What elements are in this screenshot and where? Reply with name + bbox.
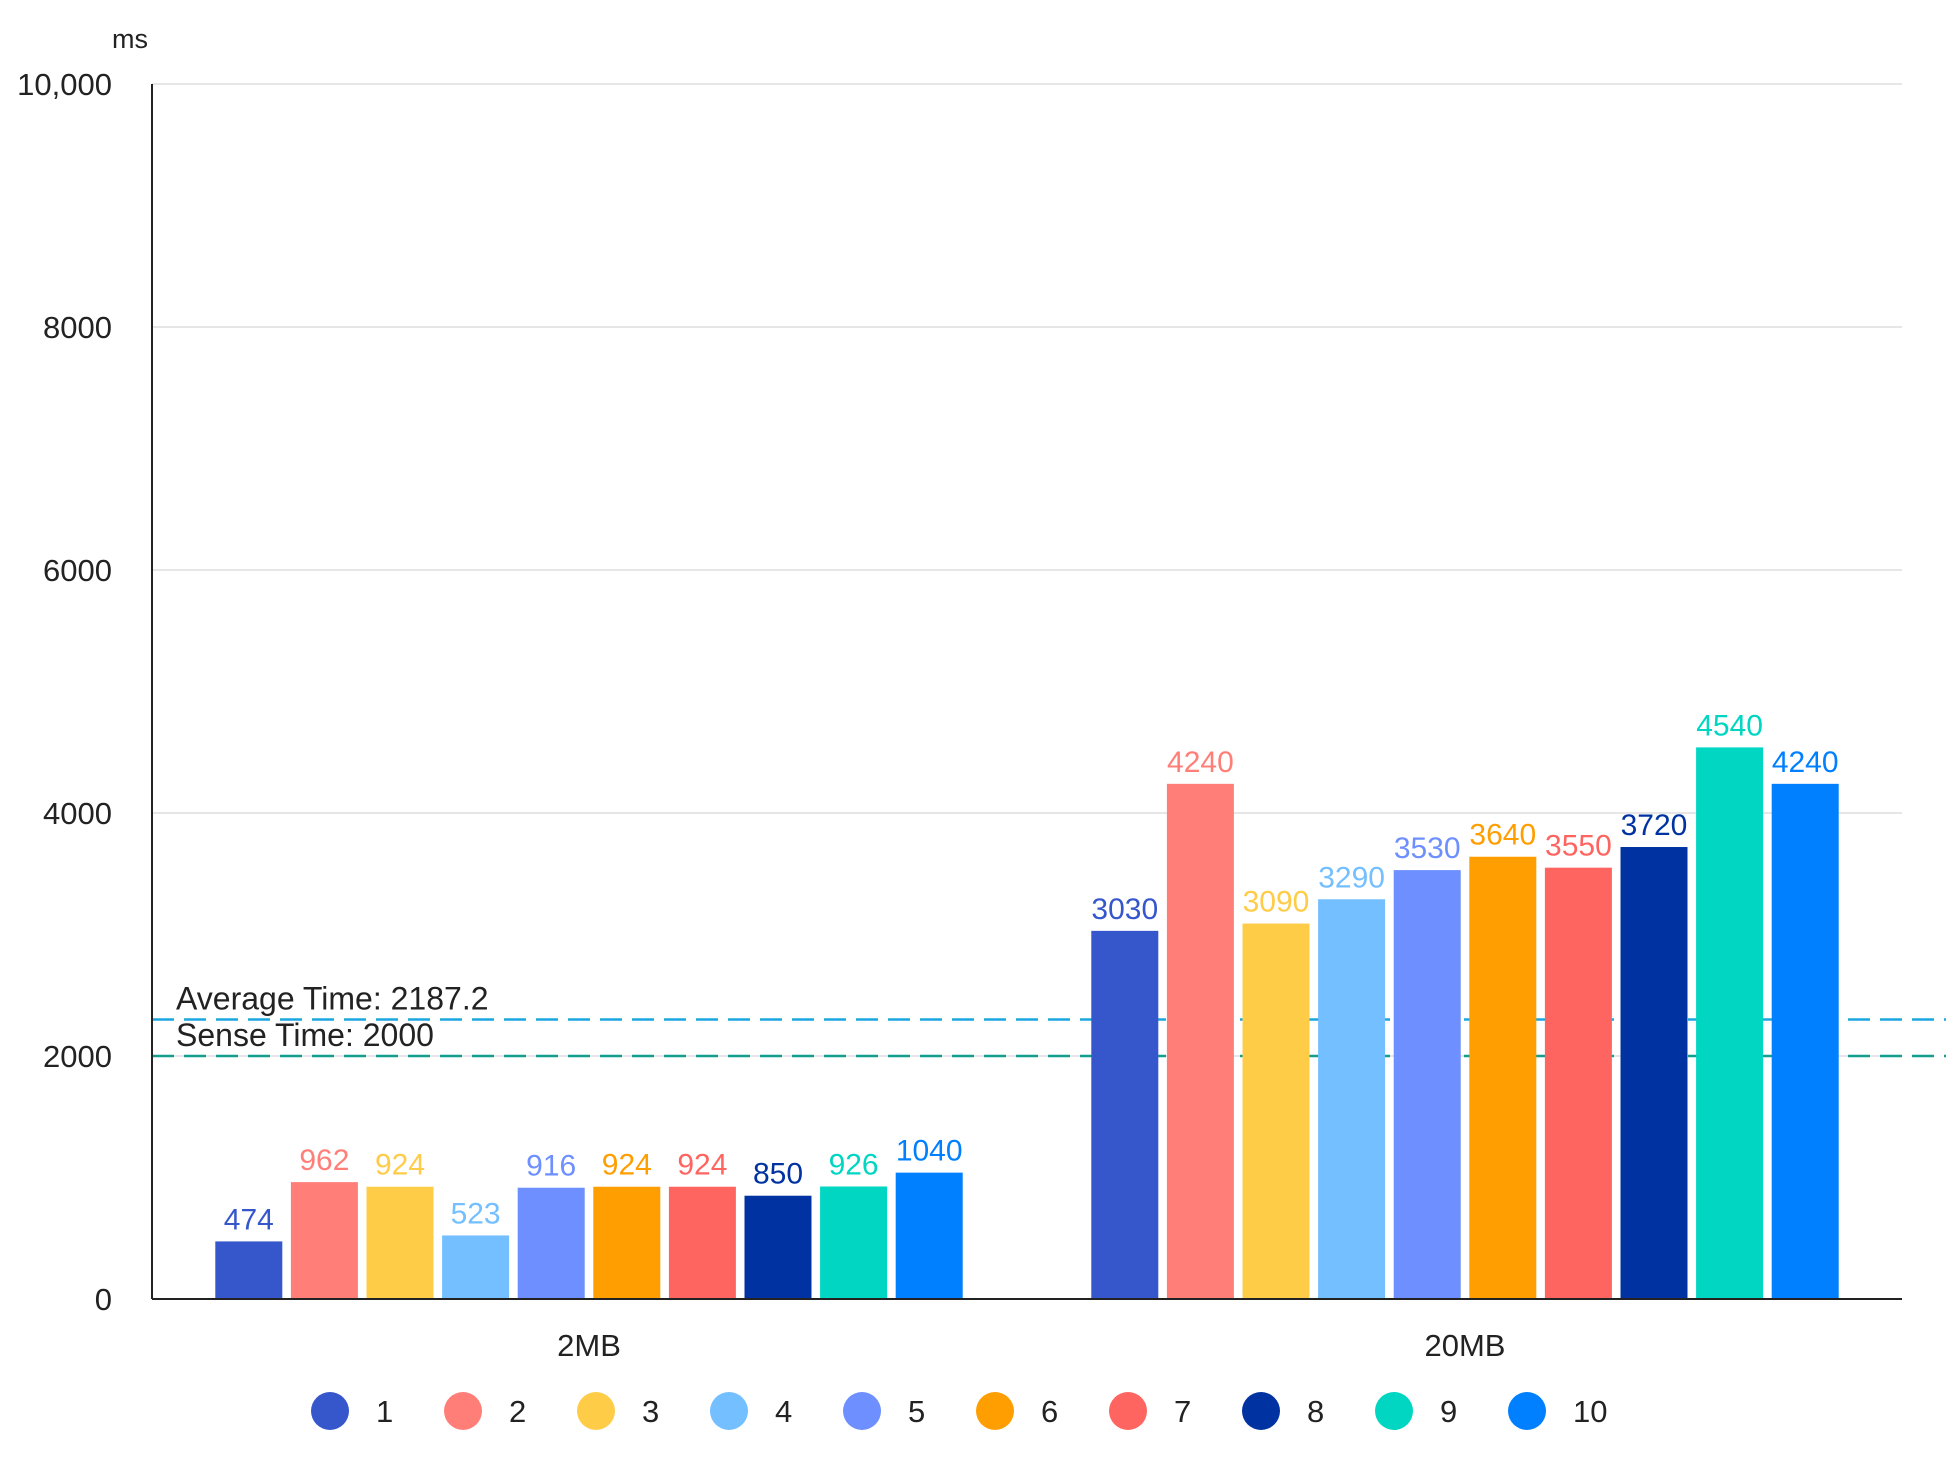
bar-20MB-series-6 — [1469, 856, 1537, 1299]
bar-2MB-series-9 — [820, 1186, 888, 1299]
legend-label: 4 — [775, 1394, 792, 1429]
value-label-20MB-series-9: 4540 — [1696, 709, 1763, 742]
value-label-20MB-series-5: 3530 — [1394, 832, 1461, 865]
legend-swatch-5 — [843, 1392, 881, 1430]
bar-20MB-series-5 — [1393, 870, 1461, 1299]
value-label-20MB-series-2: 4240 — [1167, 746, 1234, 779]
legend-label: 7 — [1174, 1394, 1191, 1429]
legend-swatch-9 — [1375, 1392, 1413, 1430]
value-label-20MB-series-10: 4240 — [1772, 746, 1839, 779]
bar-20MB-series-7 — [1544, 867, 1612, 1299]
value-label-2MB-series-9: 926 — [829, 1148, 879, 1181]
value-label-2MB-series-2: 962 — [299, 1144, 349, 1177]
x-category-labels: 2MB 20MB — [557, 1328, 1505, 1363]
y-tick-label: 10,000 — [17, 67, 112, 102]
legend-label: 1 — [376, 1394, 393, 1429]
bar-2MB-series-6 — [593, 1186, 661, 1299]
value-label-20MB-series-4: 3290 — [1318, 861, 1385, 894]
bar-20MB-series-10 — [1771, 783, 1839, 1299]
legend-label: 5 — [908, 1394, 925, 1429]
value-label-2MB-series-10: 1040 — [896, 1135, 963, 1168]
bar-2MB-series-4 — [442, 1235, 510, 1299]
bar-20MB-series-4 — [1318, 899, 1386, 1299]
legend-swatch-3 — [577, 1392, 615, 1430]
legend-label: 10 — [1573, 1394, 1607, 1429]
y-tick-label: 8000 — [43, 310, 112, 345]
y-tick-label: 2000 — [43, 1039, 112, 1074]
legend-swatch-4 — [710, 1392, 748, 1430]
value-label-20MB-series-7: 3550 — [1545, 830, 1612, 863]
x-category-label: 20MB — [1425, 1328, 1506, 1363]
value-label-2MB-series-7: 924 — [677, 1149, 727, 1182]
bar-20MB-series-8 — [1620, 847, 1688, 1299]
legend-label: 6 — [1041, 1394, 1058, 1429]
value-label-2MB-series-4: 523 — [451, 1197, 501, 1230]
y-tick-label: 4000 — [43, 796, 112, 831]
bar-2MB-series-5 — [517, 1187, 585, 1299]
legend-label: 9 — [1440, 1394, 1457, 1429]
value-label-2MB-series-6: 924 — [602, 1149, 652, 1182]
value-label-2MB-series-3: 924 — [375, 1149, 425, 1182]
value-label-2MB-series-8: 850 — [753, 1158, 803, 1191]
reference-line-label: Sense Time: 2000 — [176, 1017, 434, 1053]
value-label-2MB-series-1: 474 — [224, 1203, 274, 1236]
value-label-20MB-series-8: 3720 — [1621, 809, 1688, 842]
y-tick-label: 0 — [95, 1282, 112, 1317]
y-tick-label: 6000 — [43, 553, 112, 588]
value-label-20MB-series-6: 3640 — [1469, 819, 1536, 852]
y-tick-labels: 0 2000 4000 6000 8000 10,000 — [17, 67, 112, 1317]
bar-2MB-series-2 — [290, 1182, 358, 1299]
legend-swatch-6 — [976, 1392, 1014, 1430]
y-axis-unit-label: ms — [112, 24, 148, 54]
value-label-20MB-series-1: 3030 — [1091, 893, 1158, 926]
legend-label: 3 — [642, 1394, 659, 1429]
bar-2MB-series-10 — [895, 1172, 963, 1299]
legend-swatch-7 — [1109, 1392, 1147, 1430]
value-label-2MB-series-5: 916 — [526, 1150, 576, 1183]
legend-swatch-2 — [444, 1392, 482, 1430]
bar-2MB-series-1 — [215, 1241, 283, 1299]
x-category-label: 2MB — [557, 1328, 621, 1363]
reference-line-label: Average Time: 2187.2 — [176, 981, 489, 1017]
bar-20MB-series-9 — [1696, 747, 1764, 1299]
bar-2MB-series-7 — [668, 1186, 736, 1299]
legend-label: 2 — [509, 1394, 526, 1429]
bar-20MB-series-2 — [1166, 783, 1234, 1299]
bars: 474 962 924 523 916 924 924 850 926 1040 3030 4240 3… — [215, 709, 1839, 1299]
legend: 1 2 3 4 5 6 7 8 9 10 — [311, 1392, 1607, 1430]
bar-2MB-series-8 — [744, 1195, 812, 1299]
bar-2MB-series-3 — [366, 1186, 434, 1299]
legend-swatch-1 — [311, 1392, 349, 1430]
bar-20MB-series-1 — [1091, 930, 1159, 1299]
legend-swatch-10 — [1508, 1392, 1546, 1430]
legend-swatch-8 — [1242, 1392, 1280, 1430]
value-label-20MB-series-3: 3090 — [1243, 886, 1310, 919]
axes — [151, 84, 1902, 1300]
legend-label: 8 — [1307, 1394, 1324, 1429]
bar-20MB-series-3 — [1242, 923, 1310, 1299]
